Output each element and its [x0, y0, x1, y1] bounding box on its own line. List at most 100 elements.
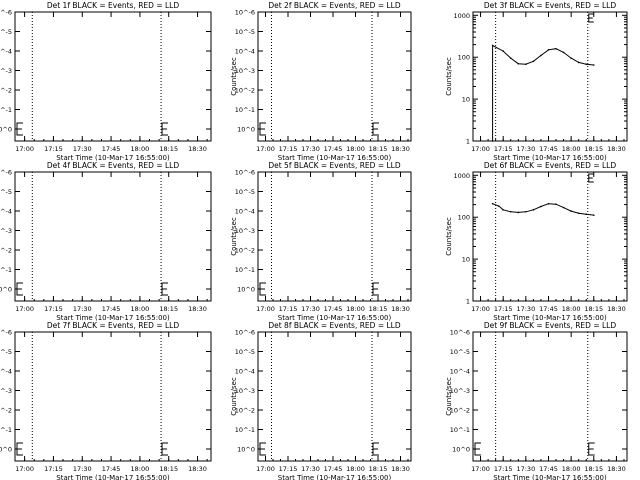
y-tick-label: 10^-5	[235, 188, 255, 196]
x-tick-label: 18:00	[346, 145, 365, 153]
x-tick-label: 17:15	[44, 305, 63, 313]
count-rate-point	[540, 205, 542, 208]
x-tick-label: 18:00	[346, 465, 365, 473]
count-rate-point	[570, 210, 572, 212]
x-tick-label: 18:00	[562, 465, 581, 473]
y-tick-label: 10^0	[452, 446, 470, 454]
x-tick-label: 18:30	[188, 465, 207, 473]
x-tick-label: 17:45	[324, 305, 343, 313]
y-tick-label: 10^-6	[0, 329, 12, 337]
event-marker	[16, 122, 23, 136]
count-rate-point	[525, 210, 527, 213]
event-marker	[259, 282, 266, 296]
y-tick-label: 10^-6	[0, 9, 12, 17]
count-rate-point	[491, 202, 494, 205]
x-tick-label: 17:15	[494, 305, 513, 313]
y-tick-label: 10^-2	[450, 407, 470, 415]
count-rate-point	[540, 54, 542, 57]
y-tick-label: 10	[462, 96, 470, 104]
x-tick-label: 18:15	[369, 305, 388, 313]
x-tick-label: 17:15	[44, 145, 63, 153]
x-tick-label: 18:00	[562, 145, 581, 153]
plot-frame	[257, 11, 412, 142]
y-tick-label: 10^-6	[450, 329, 470, 337]
panel-title: Det 9f BLACK = Events, RED = LLD	[484, 321, 617, 330]
y-tick-label: 10^-2	[235, 407, 255, 415]
y-tick-label: 10^0	[0, 126, 12, 134]
x-tick-label: 18:00	[346, 305, 365, 313]
event-marker	[161, 282, 169, 296]
x-axis-title: Start Time (10-Mar-17 16:55:00)	[56, 474, 170, 480]
x-tick-label: 17:45	[539, 305, 558, 313]
y-tick-label: 10^-1	[235, 106, 255, 114]
x-axis-title: Start Time (10-Mar-17 16:55:00)	[278, 154, 392, 162]
event-marker	[372, 122, 379, 136]
plot-frame	[257, 171, 412, 302]
x-tick-label: 18:15	[159, 305, 178, 313]
y-tick-label: 10^-3	[0, 67, 12, 75]
x-axis-title: Start Time (10-Mar-17 16:55:00)	[278, 314, 392, 322]
x-tick-label: 17:30	[73, 465, 92, 473]
x-tick-label: 17:15	[279, 465, 298, 473]
y-tick-label: 1	[466, 138, 470, 146]
event-marker	[16, 442, 23, 456]
y-axis-title: Counts/sec	[445, 57, 453, 96]
y-tick-label: 10^-1	[235, 426, 255, 434]
count-rate-point	[547, 202, 550, 205]
x-tick-label: 17:00	[15, 145, 34, 153]
event-marker	[16, 282, 23, 296]
count-rate-point	[592, 214, 595, 216]
x-tick-label: 18:15	[584, 305, 603, 313]
plot-frame	[14, 331, 212, 462]
x-tick-label: 17:45	[539, 145, 558, 153]
x-tick-label: 18:30	[607, 305, 626, 313]
x-tick-label: 17:00	[256, 465, 275, 473]
y-tick-label: 10^-1	[0, 266, 12, 274]
count-rate-point	[532, 209, 535, 211]
count-rate-point	[517, 211, 520, 214]
y-tick-label: 10^-3	[235, 387, 255, 395]
x-axis-title: Start Time (10-Mar-17 16:55:00)	[278, 474, 392, 480]
count-rate-point	[502, 209, 504, 211]
y-tick-label: 100	[458, 214, 470, 222]
y-tick-label: 10^-4	[450, 368, 470, 376]
y-tick-label: 10^-1	[0, 106, 12, 114]
event-marker	[588, 13, 594, 23]
event-marker	[372, 442, 379, 456]
y-tick-label: 10^-5	[235, 28, 255, 36]
panel-title: Det 1f BLACK = Events, RED = LLD	[47, 1, 180, 10]
y-tick-label: 10^-5	[0, 28, 12, 36]
count-rate-point	[592, 64, 595, 66]
y-tick-label: 1000	[453, 172, 470, 180]
x-tick-label: 17:00	[471, 145, 490, 153]
count-rate-point	[555, 203, 557, 205]
x-tick-label: 18:30	[607, 465, 626, 473]
count-rate-point	[532, 60, 535, 63]
x-tick-label: 18:15	[369, 465, 388, 473]
x-tick-label: 18:30	[188, 145, 207, 153]
x-axis-title: Start Time (10-Mar-17 16:55:00)	[493, 474, 607, 480]
y-tick-label: 10^-6	[235, 9, 255, 17]
count-rate-point	[577, 212, 580, 214]
y-tick-label: 10^-4	[235, 368, 255, 376]
count-rate-point	[562, 206, 565, 209]
x-tick-label: 18:30	[607, 145, 626, 153]
x-tick-label: 18:15	[584, 145, 603, 153]
x-axis-title: Start Time (10-Mar-17 16:55:00)	[56, 154, 170, 162]
x-tick-label: 18:00	[131, 145, 150, 153]
event-marker	[161, 122, 169, 136]
count-rate-point	[585, 63, 588, 66]
y-axis-title: Counts/sec	[230, 57, 238, 96]
x-tick-label: 18:00	[131, 465, 150, 473]
y-tick-label: 10^-2	[0, 87, 12, 95]
x-tick-label: 17:45	[102, 145, 121, 153]
x-tick-label: 17:30	[301, 305, 320, 313]
plot-frame	[14, 11, 212, 142]
detector-panel-9: Det 9f BLACK = Events, RED = LLD 17:00 17:…	[445, 321, 628, 480]
event-marker	[372, 282, 379, 296]
x-tick-label: 18:00	[562, 305, 581, 313]
x-tick-label: 18:30	[188, 305, 207, 313]
y-tick-label: 10^-2	[0, 247, 12, 255]
y-tick-label: 100	[458, 54, 470, 62]
x-tick-label: 17:15	[494, 465, 513, 473]
